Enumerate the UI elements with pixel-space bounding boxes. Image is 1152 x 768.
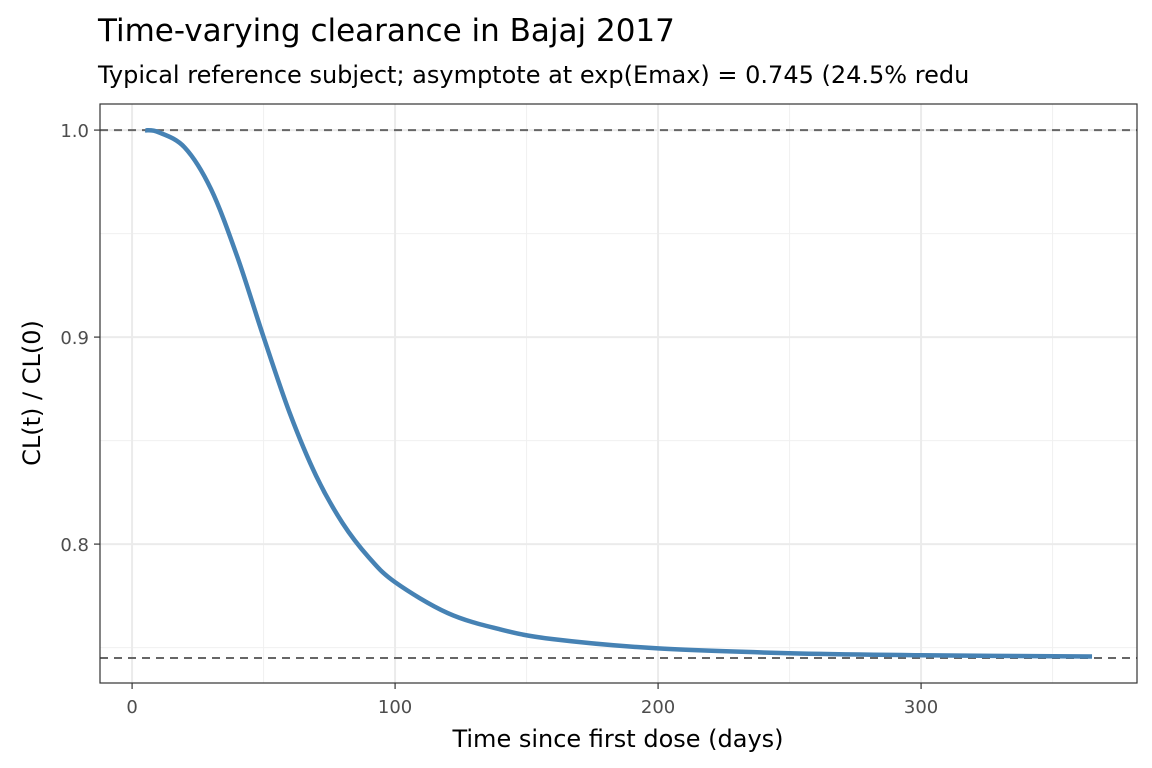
reference-lines xyxy=(100,129,1137,659)
series xyxy=(144,128,1093,659)
x-tick-label: 0 xyxy=(126,697,137,718)
x-tick-label: 100 xyxy=(378,697,412,718)
chart-subtitle: Typical reference subject; asymptote at … xyxy=(97,61,969,89)
x-axis: 0 100 200 300 xyxy=(126,683,938,718)
x-tick-label: 300 xyxy=(904,697,938,718)
series-line xyxy=(144,128,1093,659)
y-tick-label: 0.9 xyxy=(60,328,89,349)
y-tick-label: 0.8 xyxy=(60,535,89,556)
y-axis: 0.8 0.9 1.0 xyxy=(60,121,100,556)
x-axis-label: Time since first dose (days) xyxy=(451,725,783,753)
y-tick-label: 1.0 xyxy=(60,121,89,142)
grid xyxy=(100,104,1137,683)
chart-title: Time-varying clearance in Bajaj 2017 xyxy=(97,13,675,49)
x-tick-label: 200 xyxy=(641,697,675,718)
plot-panel-border xyxy=(99,103,1138,684)
y-axis-label: CL(t) / CL(0) xyxy=(18,320,46,466)
